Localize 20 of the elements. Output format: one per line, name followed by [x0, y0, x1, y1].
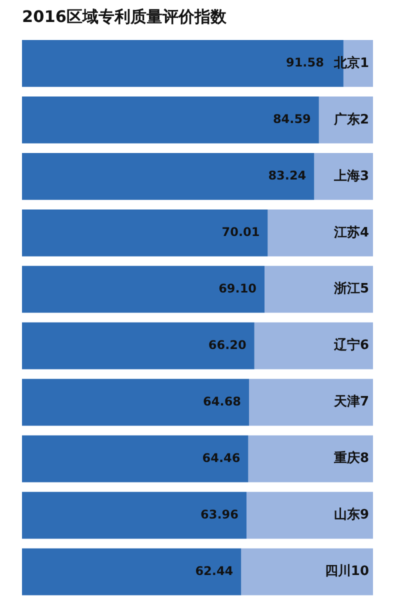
y-tick-label: 浙江5 — [332, 282, 369, 297]
y-tick-label: 重庆8 — [332, 450, 369, 466]
y-tick-label: 广东2 — [332, 111, 369, 128]
y-tick-label: 辽宁6 — [332, 337, 369, 354]
y-tick-label: 四川10 — [324, 564, 369, 580]
data-label: 83.24 — [268, 168, 306, 183]
data-label: 69.10 — [218, 281, 257, 296]
data-label: 70.01 — [222, 225, 260, 240]
y-tick-label: 江苏4 — [332, 225, 369, 240]
y-tick-label: 上海3 — [332, 168, 369, 184]
data-label: 91.58 — [286, 56, 324, 70]
data-label: 62.44 — [195, 564, 234, 578]
chart-title: 2016区域专利质量评价指数 — [22, 6, 228, 26]
y-tick-label: 山东9 — [334, 506, 369, 523]
y-tick-label: 天津7 — [332, 394, 369, 410]
data-label: 64.68 — [203, 394, 242, 408]
data-label: 66.20 — [208, 338, 246, 352]
data-label: 64.46 — [202, 450, 240, 465]
data-label: 84.59 — [272, 112, 311, 126]
data-label: 63.96 — [200, 507, 238, 522]
